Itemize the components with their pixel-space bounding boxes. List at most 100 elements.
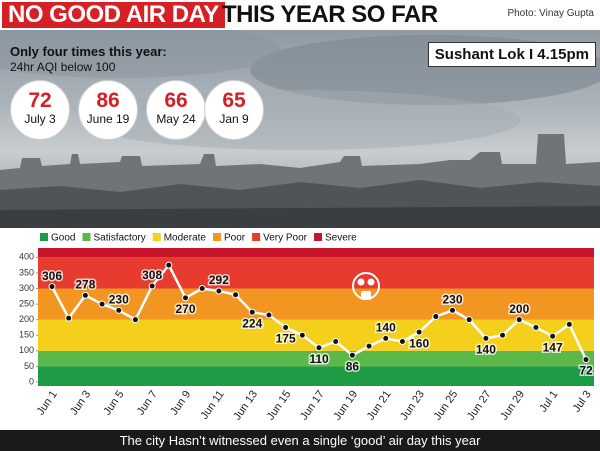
data-point [298,331,306,339]
data-point [465,316,473,324]
day-date: May 24 [156,112,196,126]
data-point [382,334,390,342]
day-circle: 65 Jan 9 [204,80,264,140]
value-label: 140 [476,343,496,357]
day-circle: 72 July 3 [10,80,70,140]
aqi-chart: Good Satisfactory Moderate Poor Very Poor Sev… [0,228,600,430]
data-point [282,323,290,331]
data-point [265,311,273,319]
aqi-band [38,257,594,289]
y-tick-label: 350 [19,267,34,277]
icon-filter [361,291,371,300]
inset-heading: Only four times this year: [10,44,167,59]
legend-label: Satisfactory [93,233,145,244]
day-date: July 3 [24,112,56,126]
y-tick-label: 0 [29,376,34,386]
data-point [549,332,557,340]
data-point [398,337,406,345]
day-value: 65 [222,89,246,112]
day-date: Jan 9 [219,112,249,126]
value-label: 224 [242,316,262,330]
legend-swatch [314,233,323,241]
legend-label: Poor [224,233,246,244]
aqi-band [38,350,594,367]
day-circle: 86 June 19 [78,80,138,140]
y-tick-label: 400 [19,252,34,262]
data-point [165,261,173,269]
value-label: 140 [376,321,396,335]
y-tick-label: 100 [19,345,34,355]
data-point [532,323,540,331]
data-point [565,320,573,328]
legend-label: Very Poor [263,233,308,244]
data-point [499,331,507,339]
city-photo: Only four times this year: 24hr AQI belo… [0,30,600,228]
y-tick-label: 300 [19,283,34,293]
legend-swatch [40,233,48,241]
data-point [432,313,440,321]
header: NO GOOD AIR DAY THIS YEAR SO FAR Photo: … [0,0,600,30]
icon-eye [357,278,365,286]
data-point [315,344,323,352]
legend-swatch [82,233,91,241]
aqi-band [38,288,594,320]
data-point [115,306,123,314]
data-point [415,328,423,336]
location-label: Sushant Lok I 4.15pm [427,42,596,67]
icon-eye [367,278,375,286]
value-label: 200 [509,302,529,316]
data-point [131,316,139,324]
value-label: 270 [175,302,195,316]
value-label: 308 [142,268,162,282]
day-value: 72 [28,89,52,112]
value-label: 230 [442,292,462,306]
photo-credit: Photo: Vinay Gupta [507,8,594,19]
data-point [198,285,206,293]
day-circle: 66 May 24 [146,80,206,140]
aqi-band [38,366,594,386]
day-date: June 19 [86,112,130,126]
headline: THIS YEAR SO FAR [222,1,438,28]
legend-label: Moderate [164,233,207,244]
legend-swatch [252,233,261,241]
data-point [81,291,89,299]
value-label: 175 [276,332,296,346]
legend-swatch [152,233,161,241]
data-point [248,308,256,316]
data-point [48,283,56,291]
value-label: 86 [346,359,360,373]
value-label: 72 [579,364,593,378]
legend-swatch [212,233,221,241]
inset-subheading: 24hr AQI below 100 [10,60,116,74]
data-point [348,351,356,359]
footer-caption: The city Hasn’t witnessed even a single … [0,430,600,451]
data-point [515,316,523,324]
day-value: 86 [96,89,120,112]
data-point [65,314,73,322]
y-tick-label: 150 [19,330,34,340]
gas-mask-icon [352,272,380,300]
day-value: 66 [164,89,188,112]
data-point [215,287,223,295]
value-label: 230 [109,292,129,306]
legend-label: Good [51,233,75,244]
y-tick-label: 200 [19,314,34,324]
data-point [449,306,456,314]
value-label: 110 [309,352,329,366]
data-point [482,334,490,342]
data-point [582,356,590,364]
y-tick-label: 250 [19,298,34,308]
aqi-band [38,248,594,258]
legend-label: Severe [325,233,357,244]
value-label: 160 [409,336,429,350]
value-label: 147 [543,340,563,354]
data-point [232,291,240,299]
data-point [182,294,189,302]
data-point [332,337,340,345]
data-point [365,342,373,350]
data-point [98,300,106,308]
y-tick-label: 50 [24,361,34,371]
value-label: 292 [209,273,229,287]
headline-highlight: NO GOOD AIR DAY [2,2,225,28]
